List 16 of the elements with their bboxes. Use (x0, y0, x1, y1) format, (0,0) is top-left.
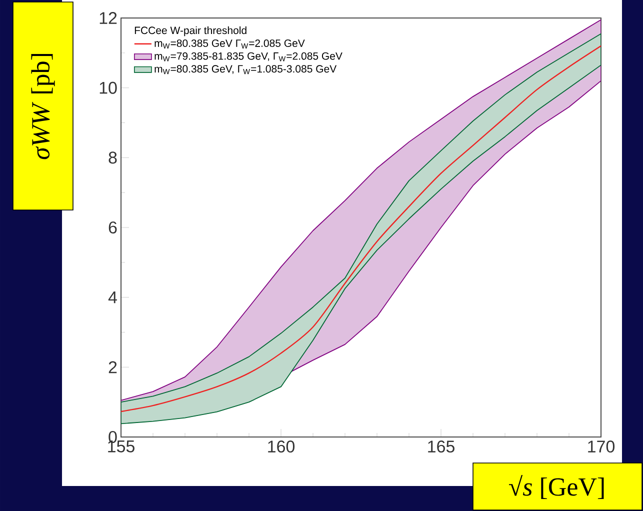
x-tick-label: 155 (108, 440, 134, 452)
x-axis-title: √s [GeV] (508, 474, 604, 500)
legend-label: m$_{W}$=80.385 GeV, Γ$_{W}$=1.085-3.085 GeV (154, 65, 337, 74)
y-tick-label: 4 (108, 291, 117, 304)
legend-label: m$_{W}$=80.385 GeV Γ$_{W}$=2.085 GeV (154, 39, 305, 48)
y-tick-label: 2 (108, 361, 117, 374)
y-tick-label: 12 (100, 12, 117, 24)
x-tick-label: 170 (588, 440, 615, 453)
x-tick-label: 160 (268, 440, 295, 453)
legend-label: m$_{W}$=79.385-81.835 GeV, Γ$_{W}$=2.085 GeV (154, 52, 342, 62)
x-tick-label: 165 (428, 440, 454, 453)
y-tick-label: 10 (100, 82, 117, 94)
y-tick-label: 6 (108, 221, 117, 234)
y-tick-label: 8 (108, 152, 117, 164)
legend-title: FCCee W-pair threshold (134, 26, 246, 36)
y-axis-title: σWW [pb] (31, 54, 55, 160)
